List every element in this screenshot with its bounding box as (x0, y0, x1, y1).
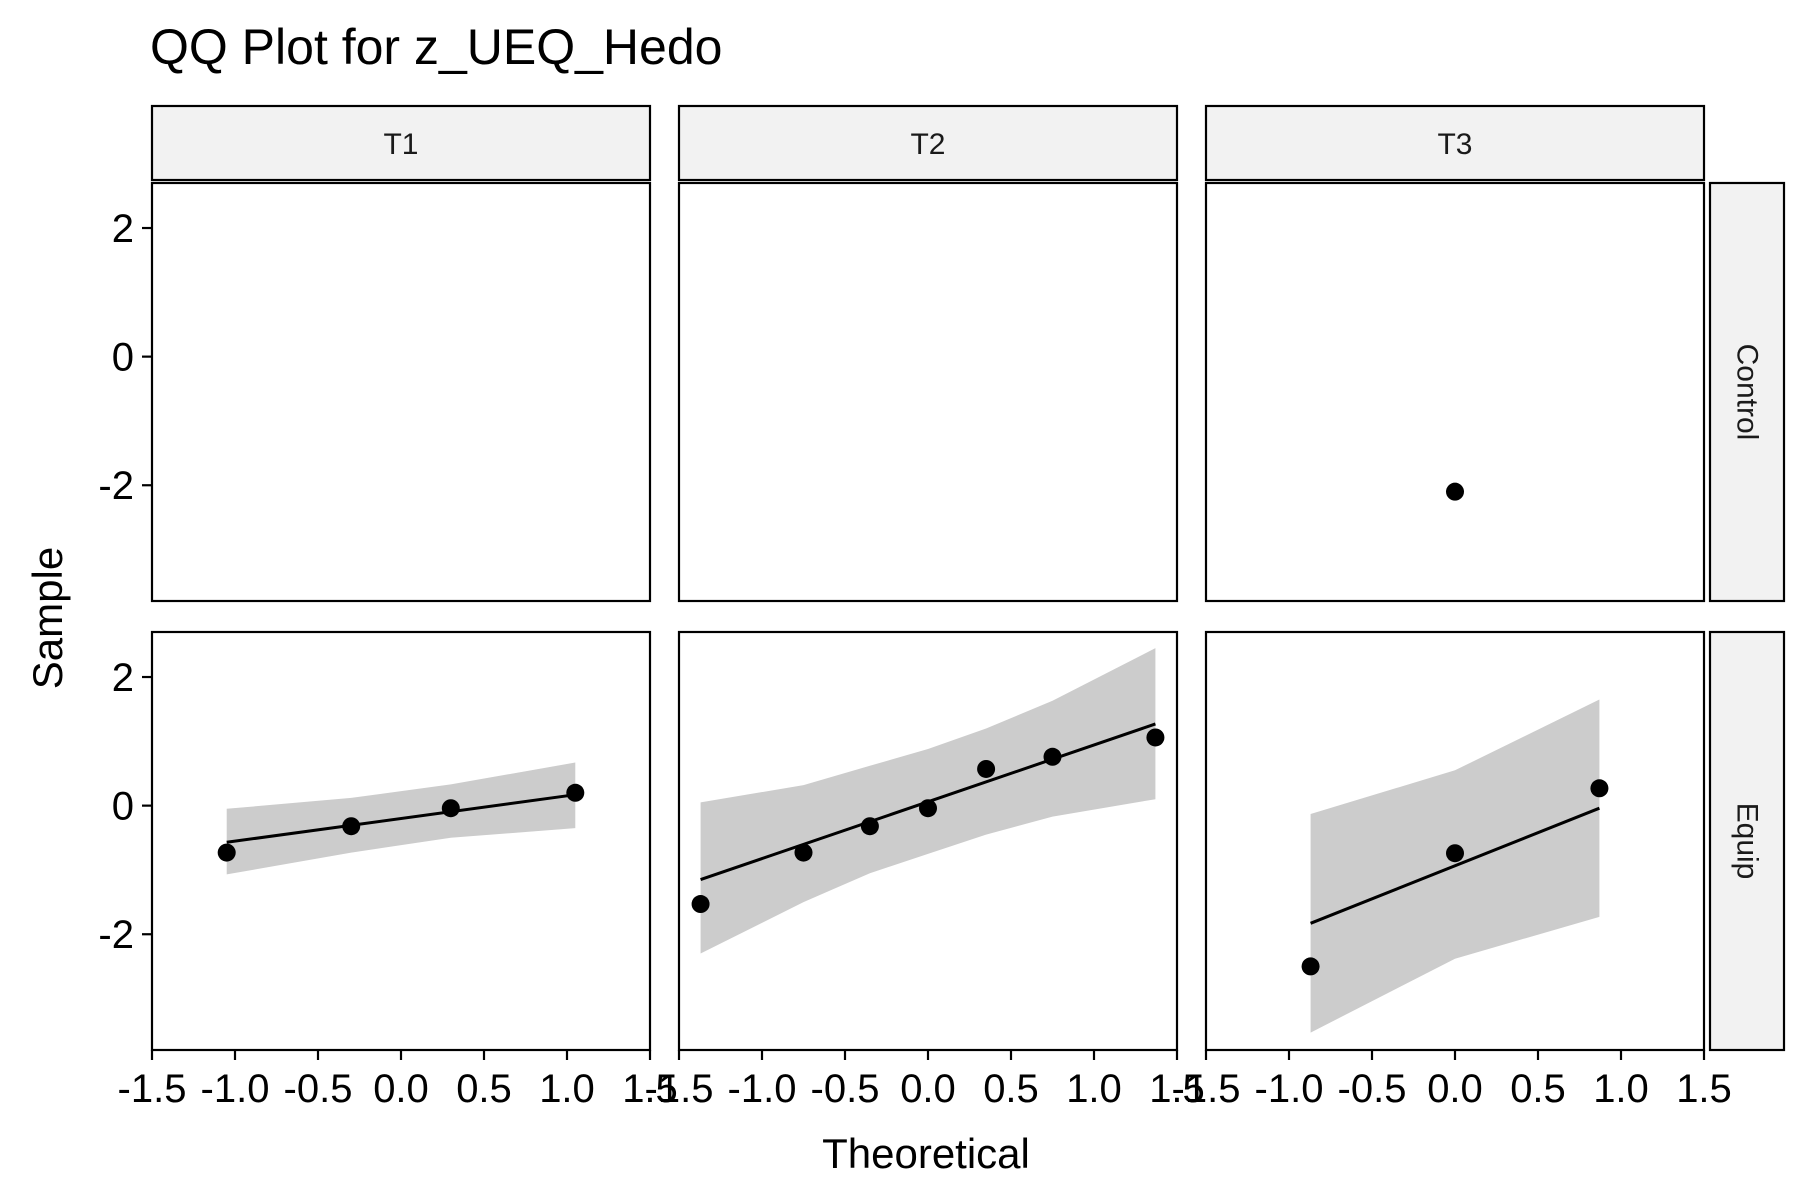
facet-panels: T1 T2 T3 Control Equip 2 0 -2 2 0 -2 -1.5 -1.0 -0.5 0.… (98, 104, 1786, 1111)
data-point (977, 759, 996, 778)
x-tick-label: 1.5 (1149, 1067, 1205, 1111)
y-tick-label: 2 (112, 656, 134, 700)
x-tick-label: -1.5 (1172, 1067, 1241, 1111)
data-point (1146, 728, 1165, 747)
facet-strip-equip (1708, 630, 1786, 1052)
x-tick-label: -1.0 (1255, 1067, 1324, 1111)
data-point (1446, 844, 1464, 863)
data-point (691, 895, 710, 914)
facet-label-t1: T1 (383, 128, 418, 161)
facet-strip-t1 (150, 104, 652, 182)
x-tick-label: 0.0 (1427, 1067, 1483, 1111)
x-tick-label: -0.5 (1338, 1067, 1407, 1111)
facet-strip-control (1708, 181, 1786, 603)
x-tick-label: -1.0 (201, 1067, 270, 1111)
y-axis-title: Sample (24, 547, 71, 689)
x-tick-label: 1.0 (539, 1067, 595, 1111)
facet-label-t3: T3 (1437, 128, 1472, 161)
y-tick-label: 0 (112, 785, 134, 829)
x-tick-label: 1.0 (1066, 1067, 1122, 1111)
data-point (794, 843, 813, 862)
reference-line (226, 793, 576, 844)
x-tick-label: -1.5 (645, 1067, 714, 1111)
panel-t2-equip (677, 630, 1179, 1052)
x-tick-label: 1.5 (1676, 1067, 1732, 1111)
facet-label-equip: Equip (1731, 803, 1764, 880)
x-tick-label: 1.0 (1593, 1067, 1649, 1111)
x-axis-title: Theoretical (822, 1130, 1030, 1177)
panel-t3-equip (1204, 630, 1706, 1052)
x-tick-label: 0.5 (456, 1067, 512, 1111)
data-point (566, 783, 585, 802)
panel-background (152, 183, 650, 601)
x-tick-label: 0.0 (373, 1067, 429, 1111)
data-point (342, 817, 361, 836)
y-tick-label: 2 (112, 207, 134, 251)
facet-label-t2: T2 (910, 128, 945, 161)
x-tick-label: -0.5 (284, 1067, 353, 1111)
x-tick-label: 0.5 (983, 1067, 1039, 1111)
panel-t1-equip (150, 630, 652, 1052)
x-tick-label: -0.5 (811, 1067, 880, 1111)
panel-background (1206, 183, 1704, 601)
panel-t1-control (150, 181, 652, 603)
data-point (1590, 779, 1609, 798)
x-tick-label: -1.0 (728, 1067, 797, 1111)
data-point (441, 799, 460, 818)
panel-t2-control (677, 181, 1179, 603)
chart-title: QQ Plot for z_UEQ_Hedo (150, 19, 722, 75)
panel-background (679, 183, 1177, 601)
data-point (1043, 747, 1062, 766)
y-tick-label: -2 (98, 913, 134, 957)
panel-t3-control (1204, 181, 1706, 603)
x-tick-label: 1.5 (622, 1067, 678, 1111)
data-point (217, 843, 236, 862)
x-tick-label: -1.5 (118, 1067, 187, 1111)
x-tick-label: 0.0 (900, 1067, 956, 1111)
panel-border (150, 181, 652, 603)
facet-strip-t2 (677, 104, 1179, 182)
panel-border (1204, 181, 1706, 603)
data-point (919, 799, 937, 818)
data-point (860, 817, 879, 836)
data-point (1446, 482, 1464, 501)
panel-border (677, 181, 1179, 603)
y-tick-label: -2 (98, 464, 134, 508)
y-tick-label: 0 (112, 336, 134, 380)
facet-strip-t3 (1204, 104, 1706, 182)
x-tick-label: 0.5 (1510, 1067, 1566, 1111)
reference-line (1310, 806, 1600, 925)
facet-label-control: Control (1731, 344, 1764, 441)
data-point (1301, 957, 1320, 976)
